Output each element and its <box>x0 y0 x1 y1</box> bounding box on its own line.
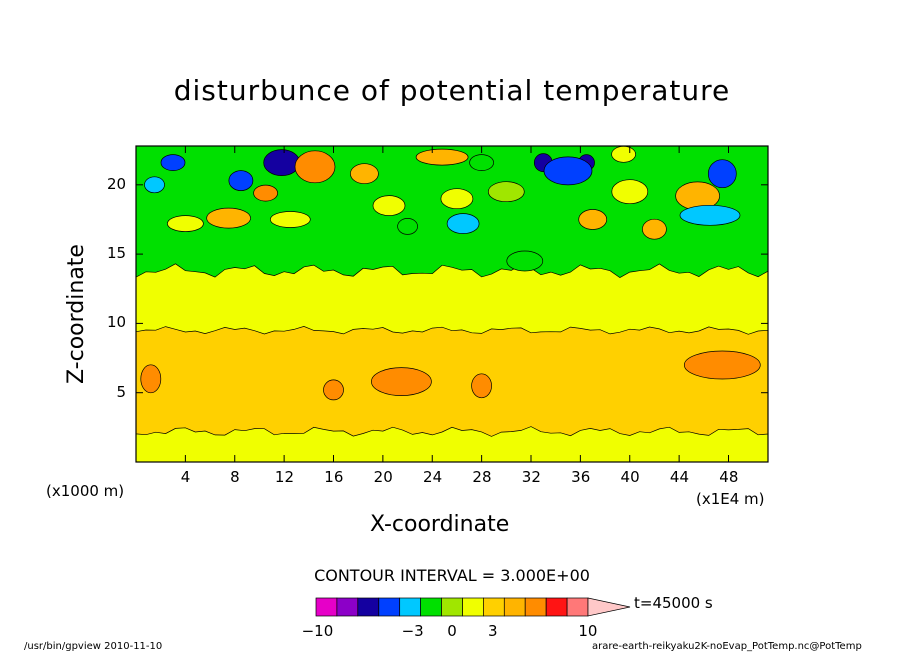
x-tick-label: 40 <box>620 468 640 486</box>
x-tick-label: 24 <box>423 468 443 486</box>
contour-blob <box>350 163 379 185</box>
contour-blob <box>506 250 544 272</box>
colorbar-swatch <box>483 597 505 617</box>
contour-blob <box>294 150 336 184</box>
colorbar-label: −3 <box>401 622 424 640</box>
contour-blob <box>415 148 469 166</box>
colorbar-swatch <box>315 597 338 617</box>
contour-interval-text: CONTOUR INTERVAL = 3.000E+00 <box>314 566 590 585</box>
colorbar-label: 10 <box>578 622 598 640</box>
contour-blob <box>269 211 311 228</box>
contour-blob <box>642 218 667 240</box>
contour-interval: CONTOUR INTERVAL = 3.000E+00 <box>0 566 904 585</box>
colorbar-swatch <box>462 597 484 617</box>
contour-blob <box>679 204 741 226</box>
axis-ticks <box>136 146 768 462</box>
footer-left: /usr/bin/gpview 2010-11-10 <box>24 641 163 652</box>
time-label: t=45000 s <box>634 594 713 612</box>
y-tick-label: 15 <box>107 244 127 263</box>
x-tick-label: 20 <box>373 468 393 486</box>
x-tick-label: 32 <box>521 468 541 486</box>
colorbar-swatch <box>524 597 547 617</box>
colorbar-swatch <box>357 597 380 617</box>
x-tick-label: 36 <box>571 468 591 486</box>
y-tick-label: 10 <box>107 313 127 332</box>
y-unit-note: (x1000 m) <box>46 482 125 500</box>
contour-blob <box>144 176 165 194</box>
contour-blob <box>253 184 278 202</box>
band-lower-orange <box>136 326 768 437</box>
x-tick-label: 8 <box>230 468 240 486</box>
colorbar-arrow <box>587 597 631 617</box>
contour-blob <box>611 179 649 205</box>
colorbar-swatch <box>545 597 568 617</box>
band-upper-green <box>136 146 768 279</box>
colorbar-label: 3 <box>488 622 498 640</box>
footer-right: arare-earth-reikyaku2K-noEvap_PotTemp.nc… <box>592 641 862 652</box>
colorbar <box>315 597 631 617</box>
colorbar-swatch <box>399 597 421 617</box>
colorbar-swatch <box>441 597 463 617</box>
contour-blob <box>611 146 636 163</box>
contour-blob <box>707 159 737 189</box>
x-tick-label: 12 <box>274 468 295 486</box>
x-unit-note: (x1E4 m) <box>696 490 765 508</box>
colorbar-label: −10 <box>301 622 334 640</box>
contour-blob <box>263 149 301 176</box>
contour-blob <box>487 181 525 203</box>
x-tick-label: 48 <box>719 468 739 486</box>
contour-blob <box>683 350 761 380</box>
x-tick-label: 4 <box>180 468 191 486</box>
colorbar-swatch <box>378 597 401 617</box>
x-tick-label: 44 <box>669 468 690 486</box>
contour-blob <box>397 218 418 235</box>
x-tick-label: 28 <box>472 468 492 486</box>
plot-frame <box>135 145 769 463</box>
colorbar-swatch <box>420 597 442 617</box>
contour-blob <box>167 215 204 232</box>
colorbar-label: 0 <box>447 622 457 640</box>
contour-blob <box>371 367 432 396</box>
contour-blob <box>578 209 608 230</box>
y-tick-label: 20 <box>107 174 127 193</box>
colorbar-swatch <box>566 597 589 617</box>
y-axis-label: Z-coordinate <box>64 244 89 384</box>
y-tick-label: 5 <box>116 382 127 401</box>
contour-blob <box>440 188 474 210</box>
colorbar-swatch <box>336 597 359 617</box>
chart-title: disturbunce of potential temperature <box>173 74 731 107</box>
contour-blob <box>543 156 593 186</box>
contour-blob <box>446 213 480 234</box>
contour-blob <box>471 373 492 399</box>
contour-blob <box>140 364 162 394</box>
contour-blob <box>372 195 406 216</box>
x-tick-label: 16 <box>324 468 344 486</box>
colorbar-swatch <box>503 597 526 617</box>
contour-blob <box>206 207 251 229</box>
contour-blob <box>323 379 344 401</box>
contour-blob <box>228 170 254 191</box>
contour-field <box>136 146 768 462</box>
x-axis-label: X-coordinate <box>370 512 510 537</box>
contour-blob <box>160 154 186 171</box>
contour-blob <box>469 154 494 171</box>
